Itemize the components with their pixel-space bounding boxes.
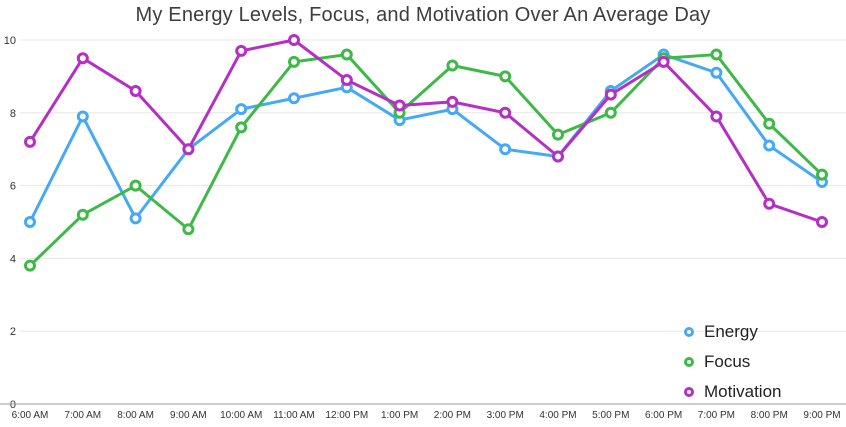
data-point-marker-motivation [604, 88, 617, 101]
x-tick-label: 4:00 PM [539, 410, 576, 421]
data-point-marker-motivation [816, 216, 828, 228]
energy-series-marker-icon [684, 327, 694, 337]
x-tick-label: 9:00 PM [803, 410, 840, 421]
data-point-marker-focus [763, 117, 776, 130]
data-point-marker-motivation [340, 74, 353, 87]
x-tick-label: 8:00 AM [117, 410, 154, 421]
data-point-marker-motivation [129, 84, 142, 97]
data-point-marker-focus [182, 223, 195, 236]
data-point-marker-focus [816, 168, 828, 181]
legend-item-motivation: Motivation [684, 382, 781, 402]
data-point-marker-focus [288, 55, 300, 68]
data-point-marker-focus [129, 179, 142, 192]
data-point-marker-motivation [393, 99, 406, 112]
x-tick-label: 12:00 PM [325, 410, 368, 421]
data-point-marker-energy [288, 92, 300, 105]
focus-series-marker-icon [684, 357, 694, 367]
legend-item-energy: Energy [684, 322, 781, 342]
x-tick-label: 10:00 AM [220, 410, 262, 421]
x-tick-label: 5:00 PM [592, 410, 629, 421]
data-point-marker-focus [552, 128, 564, 141]
legend-label-energy: Energy [704, 322, 758, 341]
data-point-marker-energy [76, 110, 89, 123]
y-tick-label: 6 [10, 181, 16, 193]
x-tick-label: 7:00 AM [64, 410, 101, 421]
data-point-marker-motivation [499, 106, 512, 119]
data-point-marker-motivation [235, 44, 248, 57]
data-point-marker-energy [710, 66, 723, 79]
data-point-marker-energy [763, 139, 776, 152]
data-point-marker-motivation [24, 135, 36, 148]
series-line-energy [28, 53, 824, 224]
x-tick-label: 1:00 PM [381, 410, 418, 421]
x-tick-label: 3:00 PM [487, 410, 524, 421]
series-line-motivation [28, 38, 824, 224]
motivation-series-marker-icon [684, 387, 694, 397]
data-point-marker-motivation [446, 95, 459, 108]
x-tick-label: 6:00 AM [12, 410, 49, 421]
data-point-marker-focus [499, 70, 512, 83]
x-tick-label: 11:00 AM [273, 410, 315, 421]
data-point-marker-focus [235, 121, 248, 134]
x-tick-label: 7:00 PM [698, 410, 735, 421]
x-tick-label: 9:00 AM [170, 410, 207, 421]
data-point-marker-motivation [710, 110, 723, 123]
data-point-marker-focus [604, 106, 617, 119]
x-tick-label: 8:00 PM [751, 410, 788, 421]
legend-item-focus: Focus [684, 352, 781, 372]
legend-label-focus: Focus [704, 352, 751, 371]
data-point-marker-focus [710, 48, 723, 61]
data-point-marker-focus [76, 208, 89, 221]
data-point-marker-energy [235, 103, 248, 116]
data-point-marker-motivation [763, 197, 776, 210]
data-point-marker-motivation [288, 34, 300, 46]
y-tick-label: 4 [10, 253, 16, 265]
x-tick-label: 2:00 PM [434, 410, 471, 421]
legend-label-motivation: Motivation [704, 382, 782, 401]
data-point-marker-motivation [657, 55, 670, 68]
legend: Energy Focus Motivation [684, 322, 781, 402]
y-tick-label: 8 [10, 108, 16, 120]
data-point-marker-focus [24, 259, 36, 272]
data-point-marker-energy [24, 216, 36, 228]
chart-title: My Energy Levels, Focus, and Motivation … [135, 4, 711, 26]
y-tick-label: 0 [10, 399, 16, 411]
data-point-marker-energy [129, 212, 142, 225]
data-point-marker-focus [340, 48, 353, 61]
data-point-marker-energy [499, 143, 512, 156]
series-line-focus [28, 53, 824, 268]
data-point-marker-focus [446, 59, 459, 72]
data-point-marker-motivation [182, 143, 195, 156]
x-tick-label: 6:00 PM [645, 410, 682, 421]
y-tick-label: 2 [10, 326, 16, 338]
y-tick-label: 10 [4, 35, 16, 47]
data-point-marker-motivation [552, 150, 564, 163]
data-point-marker-motivation [76, 52, 89, 65]
